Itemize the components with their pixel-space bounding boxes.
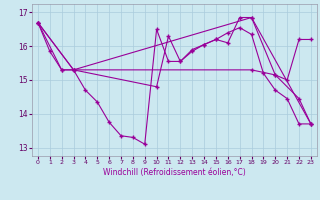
X-axis label: Windchill (Refroidissement éolien,°C): Windchill (Refroidissement éolien,°C) [103,168,246,177]
